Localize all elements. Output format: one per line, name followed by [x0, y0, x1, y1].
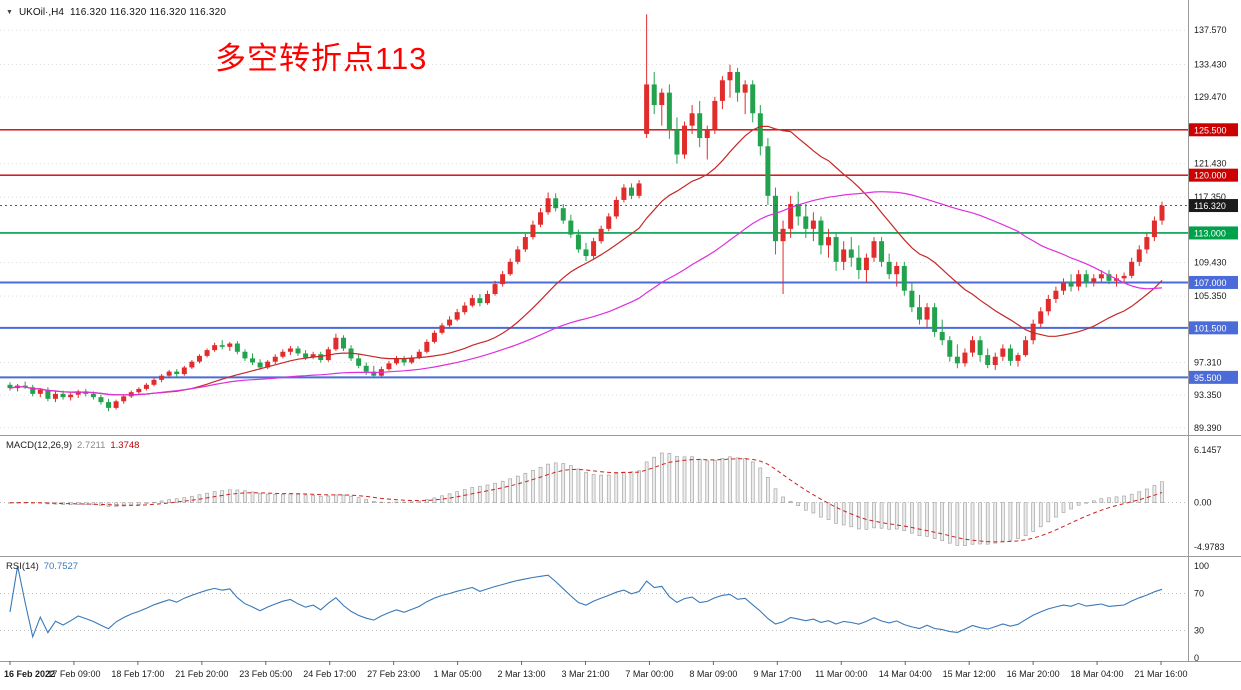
price-axis-label: 89.390: [1194, 423, 1222, 433]
macd-scale-label: -4.9783: [1194, 542, 1225, 552]
time-axis-label: 1 Mar 05:00: [434, 669, 482, 679]
price-level-badge-text: 107.000: [1194, 278, 1227, 288]
time-axis-label: 18 Feb 17:00: [111, 669, 164, 679]
price-axis-label: 117.350: [1194, 192, 1226, 202]
ma-50-line: [9, 191, 1163, 396]
price-axis-label: 97.310: [1194, 357, 1222, 367]
price-level-badge: [1189, 226, 1238, 240]
macd-histogram: [8, 452, 1164, 546]
time-axis-label: 11 Mar 00:00: [815, 669, 867, 679]
macd-scale-label: 6.1457: [1194, 445, 1222, 455]
macd-name: MACD(12,26,9): [6, 440, 72, 451]
price-level-badge: [1189, 275, 1238, 289]
rsi-indicator-label: RSI(14) 70.7527: [6, 561, 78, 572]
time-axis-label: 9 Mar 17:00: [753, 669, 801, 679]
time-axis-label: 24 Feb 17:00: [303, 669, 356, 679]
price-axis-label: 121.430: [1194, 158, 1227, 168]
time-axis-label: 27 Feb 23:00: [367, 669, 420, 679]
time-axis-label: 7 Mar 00:00: [625, 669, 673, 679]
rsi-scale-label: 70: [1194, 589, 1204, 599]
level-lines: [0, 129, 1188, 379]
ohlc-values: 116.320 116.320 116.320 116.320: [69, 7, 227, 18]
time-axis-label: 15 Mar 12:00: [943, 669, 996, 679]
ma-20-line: [9, 125, 1163, 396]
time-axis-label: 8 Mar 09:00: [689, 669, 737, 679]
rsi-name: RSI(14): [6, 561, 39, 572]
time-axis-label: 23 Feb 05:00: [239, 669, 292, 679]
time-axis-label: 17 Feb 09:00: [47, 669, 100, 679]
time-axis-label: 3 Mar 21:00: [561, 669, 609, 679]
price-level-badge: [1189, 370, 1238, 384]
rsi-scale-label: 30: [1194, 625, 1204, 635]
symbol-period-label: UKOil·,H4: [18, 7, 64, 18]
time-axis-label: 21 Feb 20:00: [175, 669, 228, 679]
price-axis-label: 137.570: [1194, 25, 1227, 35]
price-level-badge-text: 116.320: [1194, 201, 1226, 211]
rsi-scale-label: 0: [1194, 653, 1199, 661]
chart-collapse-triangle-icon[interactable]: ▼: [6, 9, 13, 16]
price-gridlines: [0, 29, 1188, 429]
price-level-badge-text: 113.000: [1194, 228, 1226, 238]
price-level-badge-text: 125.500: [1194, 125, 1227, 135]
price-level-badge: [1189, 168, 1238, 182]
price-level-badge-text: 120.000: [1194, 171, 1227, 181]
price-axis-label: 105.350: [1194, 291, 1227, 301]
time-axis-label: 21 Mar 16:00: [1134, 669, 1187, 679]
candles-layer: [7, 14, 1165, 412]
time-axis-label: 2 Mar 13:00: [498, 669, 546, 679]
macd-scale-label: 0.00: [1194, 498, 1212, 508]
symbol-info-bar: ▼ UKOil·,H4 116.320 116.320 116.320 116.…: [6, 7, 226, 18]
time-axis-label: 16 Mar 20:00: [1007, 669, 1060, 679]
price-axis-label: 109.430: [1194, 257, 1227, 267]
price-level-badge: [1189, 199, 1238, 213]
rsi-canvas[interactable]: 100 70 30 0: [0, 556, 1241, 661]
price-level-badge-text: 95.500: [1194, 373, 1222, 383]
price-level-badge: [1189, 123, 1238, 137]
time-axis-label: 14 Mar 04:00: [879, 669, 932, 679]
macd-signal-value: 1.3748: [110, 440, 140, 451]
rsi-scale-label: 100: [1194, 561, 1209, 571]
macd-canvas[interactable]: 6.1457 0.00 -4.9783: [0, 435, 1241, 556]
rsi-value: 70.7527: [43, 561, 79, 572]
price-chart-canvas[interactable]: 137.570 133.430 129.470 121.430 117.350 109.4…: [0, 0, 1241, 435]
price-axis-label: 133.430: [1194, 59, 1227, 69]
macd-main-value: 2.7211: [77, 440, 106, 451]
price-axis-label: 93.350: [1194, 390, 1222, 400]
macd-signal-line: [10, 458, 1163, 543]
price-axis-label: 129.470: [1194, 92, 1227, 102]
time-axis-label: 16 Feb 2022: [4, 669, 55, 679]
price-level-badge-text: 101.500: [1194, 323, 1227, 333]
annotation-text[interactable]: 多空转折点113: [215, 41, 428, 76]
rsi-line: [9, 565, 1163, 639]
price-level-badge: [1189, 321, 1238, 335]
macd-indicator-label: MACD(12,26,9) 2.7211 1.3748: [6, 440, 139, 451]
time-axis-label: 18 Mar 04:00: [1071, 669, 1124, 679]
